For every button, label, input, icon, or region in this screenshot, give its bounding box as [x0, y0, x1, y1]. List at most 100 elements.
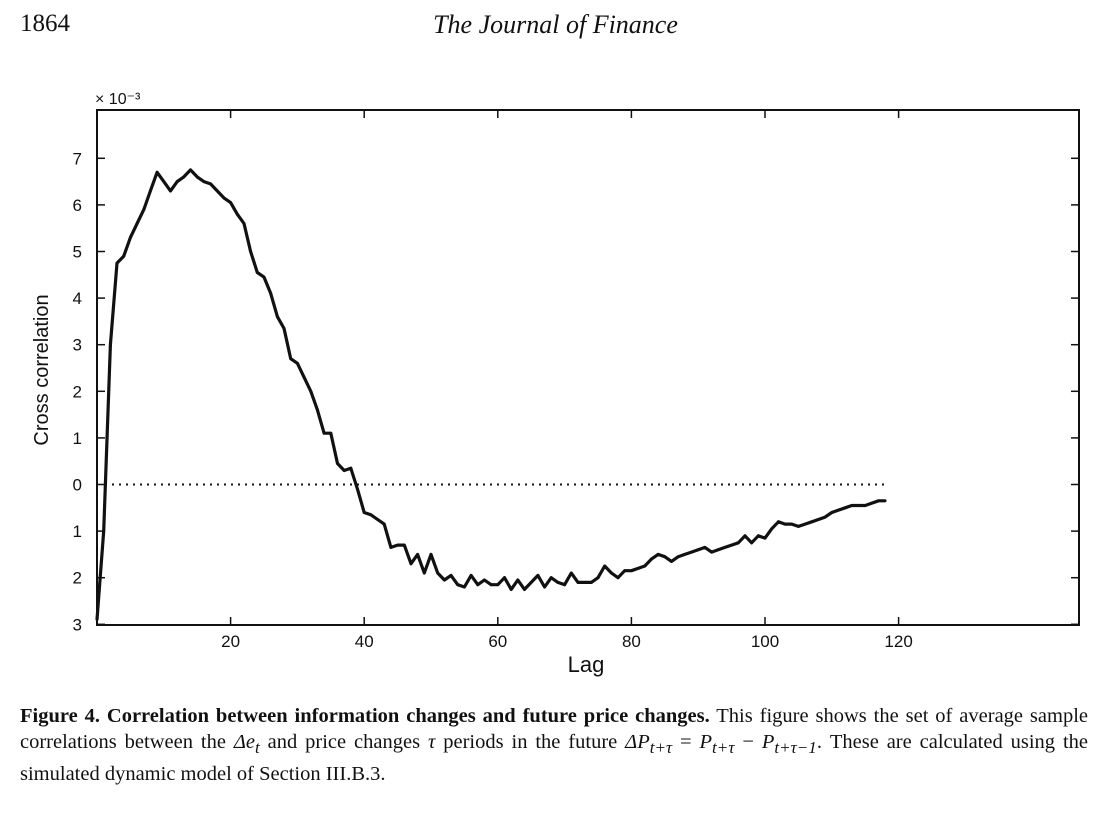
math-delta-e: Δe: [233, 731, 255, 753]
series-point: [616, 576, 620, 580]
series-point: [837, 508, 840, 512]
series-point: [683, 553, 687, 556]
series-point: [710, 550, 713, 554]
series-point: [289, 357, 293, 361]
series-point: [169, 189, 172, 193]
caption-text-1: This figure shows the set of average sam…: [20, 705, 1089, 753]
series-point: [269, 292, 273, 295]
series-point: [449, 574, 453, 577]
series-point: [202, 180, 206, 184]
series-point: [509, 588, 513, 591]
series-point: [783, 522, 787, 526]
series-point: [670, 560, 673, 563]
series-point: [429, 553, 433, 556]
series-point: [356, 487, 359, 491]
series-point: [222, 196, 226, 200]
x-tick-label: 80: [622, 632, 641, 651]
series-point: [342, 469, 346, 472]
series-point: [750, 541, 753, 545]
y-tick-label: 1: [73, 522, 82, 541]
series-point: [549, 576, 553, 580]
series-point: [249, 250, 253, 253]
series-point: [155, 170, 159, 174]
x-tick-label: 120: [884, 632, 912, 651]
series-point: [255, 271, 259, 274]
series-point: [663, 555, 667, 559]
series-point: [503, 576, 506, 580]
y-tick-label: 2: [73, 382, 82, 401]
x-tick-label: 100: [751, 632, 779, 651]
series-point: [850, 504, 854, 507]
series-point: [276, 315, 279, 319]
series-point: [483, 578, 486, 582]
math-p-subscript: t+τ: [712, 738, 735, 758]
series-point: [630, 569, 633, 573]
series-point: [95, 618, 99, 621]
series-point: [142, 208, 146, 212]
caption-text-4: . These are calculated using the simulat…: [20, 731, 1089, 786]
series-point: [623, 569, 627, 573]
x-tick-label: 20: [221, 632, 240, 651]
math-p: P: [699, 731, 713, 753]
series-point: [409, 562, 413, 566]
series-point: [556, 581, 560, 584]
math-delta-p-subscript: t+τ: [649, 738, 673, 758]
journal-title: The Journal of Finance: [433, 10, 678, 39]
series-point: [376, 518, 379, 521]
series-point: [716, 548, 720, 552]
series-point: [810, 520, 814, 524]
x-tick-label: 60: [488, 632, 507, 651]
y-tick-label: 3: [73, 336, 82, 355]
series-point: [610, 571, 613, 575]
series-point: [703, 546, 707, 549]
series-point: [863, 504, 867, 507]
figure-title: Figure 4. Correlation between informatio…: [20, 705, 710, 727]
series-point: [443, 578, 446, 582]
y-axis-exponent-label: × 10⁻³: [95, 91, 141, 108]
math-equals: =: [672, 731, 700, 753]
math-delta-e-subscript: t: [254, 738, 260, 758]
series-point: [456, 583, 460, 587]
series-point: [229, 201, 233, 205]
series-point: [102, 529, 106, 533]
y-tick-label: 1: [73, 429, 82, 448]
page-number: 1864: [20, 10, 70, 37]
series-point: [730, 543, 733, 547]
y-tick-label: 2: [73, 569, 82, 588]
math-delta-p: ΔP: [625, 731, 650, 753]
series-point: [777, 520, 780, 524]
series-point: [857, 504, 860, 507]
series-point: [349, 466, 353, 470]
series-point: [422, 571, 426, 575]
series-point: [396, 543, 399, 547]
caption-text-3: periods in the future: [435, 731, 626, 753]
series-point: [723, 546, 727, 549]
series-point: [529, 581, 533, 584]
series-point: [135, 222, 139, 225]
series-point: [302, 375, 306, 379]
series-point: [175, 180, 179, 184]
y-tick-label: 7: [73, 149, 82, 168]
series-point: [162, 180, 166, 184]
series-point: [790, 522, 794, 526]
series-point: [416, 553, 419, 556]
math-minus: −: [734, 731, 762, 753]
series-point: [770, 527, 774, 531]
series-point: [576, 581, 580, 584]
y-tick-label: 5: [73, 243, 82, 262]
series-point: [736, 541, 740, 545]
math-p-lag: P: [761, 731, 775, 753]
series-point: [596, 576, 600, 580]
figure-caption: Figure 4. Correlation between informatio…: [20, 703, 1088, 787]
series-point: [523, 588, 526, 591]
series-point: [329, 431, 333, 435]
series-point: [756, 534, 760, 538]
series-point: [817, 518, 820, 521]
series-point: [643, 564, 647, 568]
series-point: [603, 564, 607, 568]
series-point: [743, 534, 747, 538]
cross-correlation-series-line: [95, 168, 886, 620]
series-point: [189, 168, 192, 172]
series-point: [883, 499, 887, 503]
series-point: [589, 581, 593, 584]
